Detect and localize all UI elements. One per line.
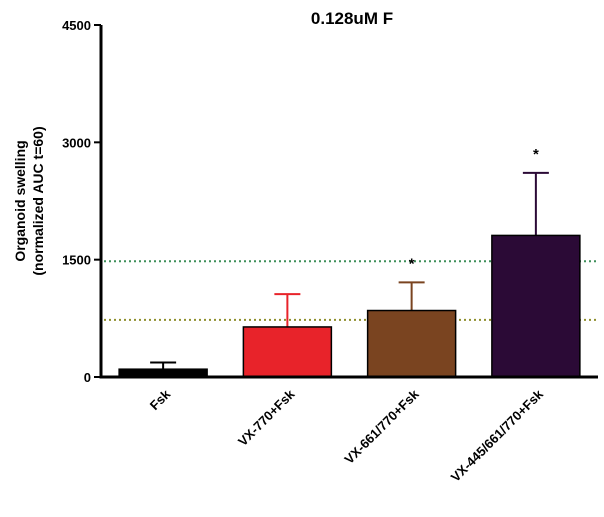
y-tick-label-1: 0 xyxy=(84,370,91,385)
x-category-label-4: VX-445/661/770+Fsk xyxy=(448,386,547,485)
bar-2 xyxy=(242,326,333,378)
axes xyxy=(99,25,598,379)
significance-marker-3: * xyxy=(409,255,415,272)
chart-title: 0.128uM F xyxy=(311,9,393,28)
x-category-labels: Fsk VX-770+Fsk VX-661/770+Fsk VX-445/661/77… xyxy=(147,386,547,485)
y-ticks: 0 1500 3000 4500 xyxy=(62,18,101,385)
bar-4 xyxy=(491,234,581,378)
y-tick-label-4: 4500 xyxy=(62,18,91,33)
significance-marker-4: * xyxy=(533,146,539,163)
y-tick-label-3: 3000 xyxy=(62,135,91,150)
x-category-label-3: VX-661/770+Fsk xyxy=(341,386,422,467)
y-axis-label-line2: (normalized AUC t=60) xyxy=(30,126,46,275)
bar-3 xyxy=(366,309,457,378)
y-axis-label-line1: Organoid swelling xyxy=(12,140,28,261)
x-category-label-2: VX-770+Fsk xyxy=(235,386,298,449)
x-category-label-1: Fsk xyxy=(147,386,174,413)
y-axis-label: Organoid swelling (normalized AUC t=60) xyxy=(12,126,46,275)
y-tick-label-2: 1500 xyxy=(62,253,91,268)
